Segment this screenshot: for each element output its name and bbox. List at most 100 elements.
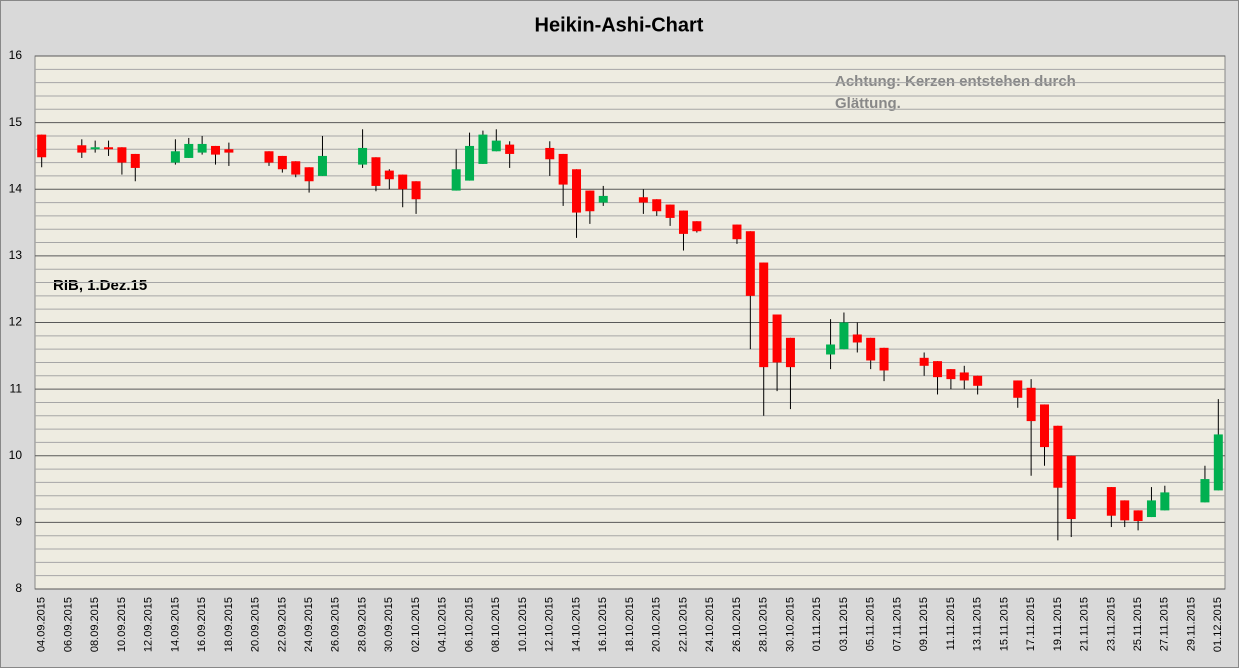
candle-body: [1146, 500, 1156, 518]
x-tick-label: 18.10.2015: [624, 597, 636, 652]
candle-body: [585, 190, 595, 212]
y-tick-label: 9: [15, 515, 22, 529]
candle-body: [1026, 387, 1036, 422]
candle-body: [304, 167, 314, 182]
x-tick-label: 03.11.2015: [838, 597, 850, 651]
x-tick-label: 28.09.2015: [356, 597, 368, 652]
x-tick-label: 06.09.2015: [62, 597, 74, 652]
y-tick-label: 13: [9, 248, 23, 262]
candle-body: [826, 344, 836, 355]
candle-body: [866, 337, 876, 361]
x-tick-label: 05.11.2015: [865, 597, 877, 651]
x-tick-label: 01.12.2015: [1212, 597, 1224, 652]
x-tick-label: 14.09.2015: [169, 597, 181, 652]
candle-body: [505, 144, 515, 154]
x-tick-label: 25.11.2015: [1132, 597, 1144, 651]
candle-body: [946, 369, 956, 380]
x-tick-label: 17.11.2015: [1025, 597, 1037, 651]
candle-body: [371, 157, 381, 186]
x-tick-label: 21.11.2015: [1079, 597, 1091, 651]
candle-body: [465, 145, 475, 181]
y-tick-label: 14: [9, 181, 23, 195]
x-tick-label: 14.10.2015: [570, 597, 582, 652]
candle-body: [184, 143, 194, 158]
candle-body: [104, 147, 114, 150]
candle-body: [211, 145, 221, 155]
x-tick-label: 30.10.2015: [784, 597, 796, 652]
candle-body: [785, 337, 795, 368]
x-tick-label: 10.09.2015: [116, 597, 128, 652]
candle-body: [545, 147, 555, 160]
candle-body: [130, 153, 140, 168]
candle-body: [1200, 479, 1210, 503]
candle-body: [1053, 425, 1063, 488]
x-tick-label: 24.10.2015: [704, 597, 716, 652]
candle-body: [317, 155, 327, 176]
y-tick-label: 11: [10, 381, 23, 395]
x-tick-label: 12.09.2015: [143, 597, 155, 652]
x-tick-label: 22.10.2015: [677, 597, 689, 652]
candle-body: [879, 347, 889, 371]
candle-body: [90, 147, 100, 150]
candle-body: [652, 199, 662, 212]
x-tick-label: 24.09.2015: [303, 597, 315, 652]
candle-body: [264, 151, 274, 163]
candle-body: [291, 161, 301, 175]
x-tick-label: 29.11.2015: [1185, 597, 1197, 651]
annotation: Glättung.: [835, 95, 901, 112]
y-tick-label: 10: [9, 448, 23, 462]
x-tick-label: 30.09.2015: [383, 597, 395, 652]
x-tick-label: 16.10.2015: [597, 597, 609, 652]
x-tick-label: 04.10.2015: [437, 597, 449, 652]
candle-body: [772, 314, 782, 363]
x-tick-label: 01.11.2015: [811, 597, 823, 651]
candle-body: [398, 174, 408, 190]
candle-body: [224, 149, 234, 153]
annotation: Achtung: Kerzen entstehen durch: [835, 73, 1076, 90]
x-tick-label: 20.09.2015: [250, 597, 262, 652]
x-tick-label: 06.10.2015: [463, 597, 475, 652]
y-tick-label: 16: [9, 48, 23, 62]
x-tick-label: 23.11.2015: [1105, 597, 1117, 651]
candle-body: [1013, 380, 1023, 398]
candle-body: [973, 375, 983, 386]
candle-body: [959, 372, 969, 381]
x-tick-label: 16.09.2015: [196, 597, 208, 652]
candle-body: [732, 224, 742, 240]
candle-body: [197, 143, 207, 153]
candle-body: [1213, 434, 1223, 491]
candle-body: [665, 204, 675, 218]
x-tick-label: 09.11.2015: [918, 597, 930, 651]
candle-body: [678, 210, 688, 234]
x-tick-label: 11.11.2015: [945, 597, 957, 650]
candle-body: [170, 151, 180, 163]
y-tick-label: 8: [15, 581, 22, 595]
y-tick-label: 12: [9, 315, 23, 329]
x-tick-label: 10.10.2015: [517, 597, 529, 652]
x-tick-label: 08.10.2015: [490, 597, 502, 652]
candle-body: [638, 197, 648, 203]
candle-body: [919, 357, 929, 366]
x-tick-label: 27.11.2015: [1159, 597, 1171, 651]
candle-body: [1120, 500, 1130, 521]
x-tick-label: 02.10.2015: [410, 597, 422, 652]
candle-body: [558, 153, 568, 185]
candle-body: [478, 134, 488, 164]
x-tick-label: 12.10.2015: [544, 597, 556, 652]
candle-body: [1066, 455, 1076, 520]
candle-body: [1106, 487, 1116, 516]
x-tick-label: 26.10.2015: [731, 597, 743, 652]
candle-body: [411, 181, 421, 200]
x-tick-label: 26.09.2015: [330, 597, 342, 652]
candle-body: [759, 262, 769, 368]
y-tick-label: 15: [9, 115, 23, 129]
x-tick-label: 15.11.2015: [998, 597, 1010, 651]
candle-body: [37, 134, 47, 158]
x-tick-label: 28.10.2015: [758, 597, 770, 652]
x-tick-label: 08.09.2015: [89, 597, 101, 652]
x-tick-label: 13.11.2015: [972, 597, 984, 651]
candle-body: [745, 231, 755, 296]
candle-body: [1039, 404, 1049, 448]
candle-body: [384, 170, 394, 180]
